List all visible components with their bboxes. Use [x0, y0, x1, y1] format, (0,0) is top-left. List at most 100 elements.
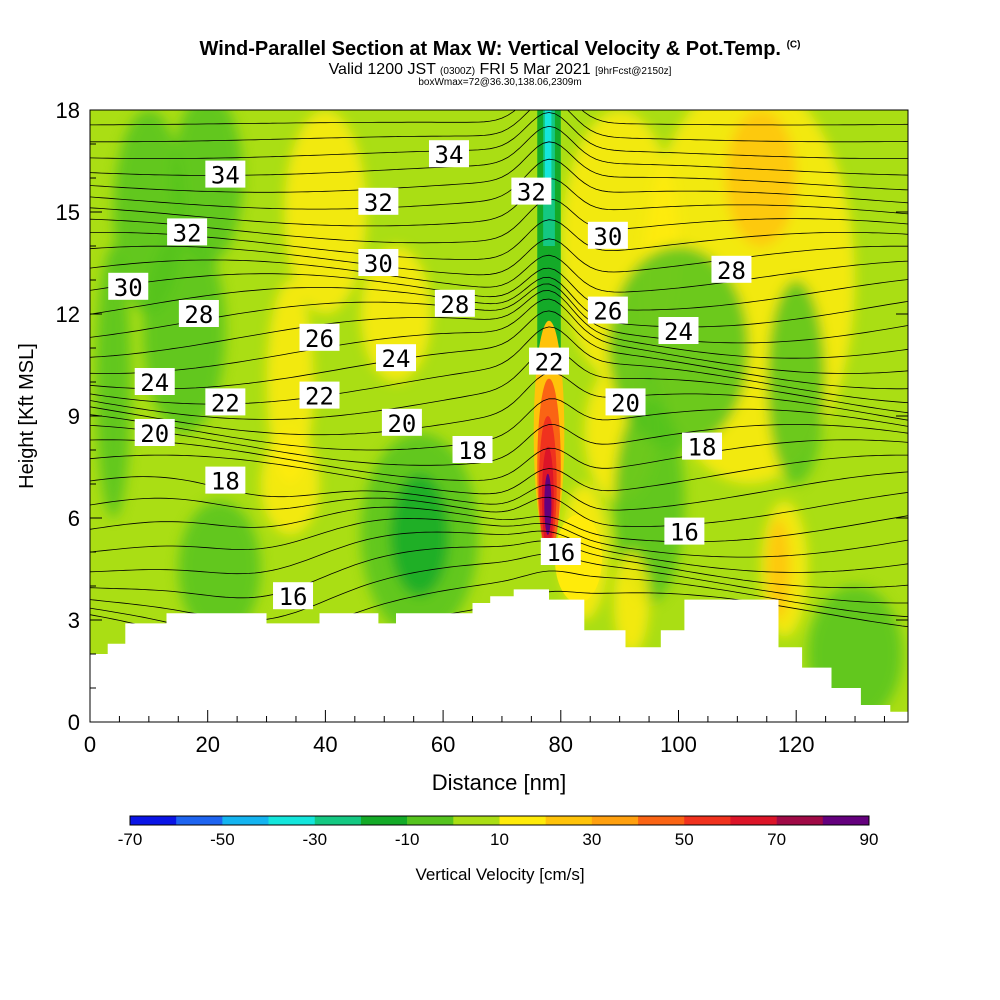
- colorbar-tick-label: 50: [675, 830, 694, 849]
- velocity-cell: [95, 246, 132, 518]
- x-tick-label: 120: [778, 732, 815, 757]
- contour-label-box: [664, 517, 705, 545]
- contour-label-box: [682, 432, 723, 460]
- colorbar-tick-label: -30: [302, 830, 327, 849]
- contour-label-box: [205, 466, 246, 494]
- isentrope: [90, 492, 908, 527]
- y-tick-label: 0: [68, 710, 80, 735]
- contour-label: 30: [114, 274, 143, 302]
- colorbar-tick-label: -70: [118, 830, 143, 849]
- velocity-cell: [260, 433, 320, 535]
- contour-label: 22: [211, 389, 240, 417]
- contour-label: 32: [517, 179, 546, 207]
- contour-label: 26: [593, 298, 622, 326]
- contour-label-box: [273, 582, 314, 610]
- y-tick-label: 3: [68, 608, 80, 633]
- colorbar-swatch: [453, 816, 500, 825]
- valid-date: FRI 5 Mar 2021: [479, 61, 591, 78]
- velocity-cell: [766, 518, 791, 620]
- colorbar-swatch: [776, 816, 824, 825]
- y-tick-label: 12: [56, 302, 80, 327]
- colorbar-tick-label: 30: [582, 830, 601, 849]
- colorbar-swatch: [176, 816, 223, 825]
- colorbar-swatch: [822, 816, 870, 825]
- isentrope: [90, 424, 908, 466]
- contour-label-box: [587, 221, 628, 249]
- colorbar: -70 -50 -30 -10 10 30 50 70 90: [118, 815, 878, 849]
- contour-label-box: [529, 347, 570, 375]
- colorbar-tick-label: -50: [210, 830, 235, 849]
- contour-label: 26: [305, 325, 334, 353]
- contour-label-box: [205, 388, 246, 416]
- contour-label-box: [178, 300, 219, 327]
- colorbar-swatch: [545, 816, 593, 825]
- isentrope: [90, 141, 908, 193]
- isentrope: [90, 540, 908, 599]
- isentrope: [90, 71, 908, 109]
- title-main: Wind-Parallel Section at Max W: Vertical…: [199, 38, 781, 60]
- colorbar-frame: [129, 815, 870, 826]
- contour-label-box: [358, 249, 399, 276]
- isentrope: [90, 398, 908, 451]
- contour-label-box: [299, 323, 340, 351]
- updraft-core: [544, 473, 552, 535]
- colorbar-swatch: [730, 816, 777, 825]
- isentrope: [90, 267, 908, 311]
- colorbar-swatch: [638, 816, 685, 825]
- x-tick-label: 0: [84, 732, 96, 757]
- contour-label-box: [381, 408, 422, 436]
- contour-label: 16: [279, 583, 308, 611]
- isentrope: [90, 372, 908, 436]
- isentrope: [90, 110, 908, 143]
- y-tick-label: 15: [56, 200, 80, 225]
- downdraft-peak: [544, 110, 552, 178]
- colorbar-swatch: [591, 816, 639, 825]
- contour-label-box: [711, 255, 752, 283]
- contour-label-box: [108, 272, 149, 300]
- isentrope: [90, 110, 908, 126]
- colorbar-swatch: [268, 816, 316, 825]
- colorbar-swatch: [360, 816, 408, 825]
- contour-label-box: [434, 289, 475, 317]
- contour-label-box: [428, 140, 469, 168]
- contour-label: 28: [440, 291, 469, 319]
- isentrope: [90, 298, 908, 374]
- colorbar-swatch: [222, 816, 269, 825]
- contour-label: 30: [593, 223, 622, 251]
- isentrope: [90, 276, 908, 328]
- isentrope: [90, 518, 908, 558]
- contour-label: 20: [611, 389, 640, 417]
- isentrope: [90, 55, 908, 95]
- contour-label: 18: [211, 468, 240, 496]
- contour-label-box: [587, 296, 628, 324]
- contour-label: 24: [140, 369, 169, 397]
- contour-label: 22: [535, 349, 564, 377]
- contour-label-box: [511, 177, 552, 205]
- isentrope: [90, 454, 908, 495]
- contour-label: 20: [140, 420, 169, 448]
- y-tick-label: 6: [68, 506, 80, 531]
- x-tick-label: 20: [195, 732, 219, 757]
- contour-label: 32: [364, 189, 393, 217]
- valid-prefix: Valid 1200 JST: [328, 61, 436, 78]
- forecast-tag: [9hrFcst@2150z]: [595, 66, 672, 77]
- contour-label: 34: [211, 162, 240, 190]
- velocity-cell: [284, 110, 367, 314]
- x-axis-label: Distance [nm]: [432, 770, 567, 795]
- contour-label-box: [299, 381, 340, 409]
- contour-label: 24: [664, 318, 693, 346]
- contour-label: 34: [435, 141, 464, 169]
- contour-label: 24: [382, 345, 411, 373]
- contour-label-box: [134, 368, 175, 395]
- colorbar-swatch: [499, 816, 546, 825]
- contour-label: 28: [717, 257, 746, 285]
- contour-label-box: [540, 538, 581, 565]
- colorbar-tick-label: -10: [395, 830, 420, 849]
- velocity-cell: [766, 280, 826, 484]
- colorbar-tick-label: 70: [767, 830, 786, 849]
- isentrope: [90, 347, 908, 420]
- colorbar-label: Vertical Velocity [cm/s]: [415, 865, 584, 884]
- contour-label: 20: [387, 410, 416, 438]
- colorbar-swatch: [407, 816, 454, 825]
- colorbar-tick-label: 10: [490, 830, 509, 849]
